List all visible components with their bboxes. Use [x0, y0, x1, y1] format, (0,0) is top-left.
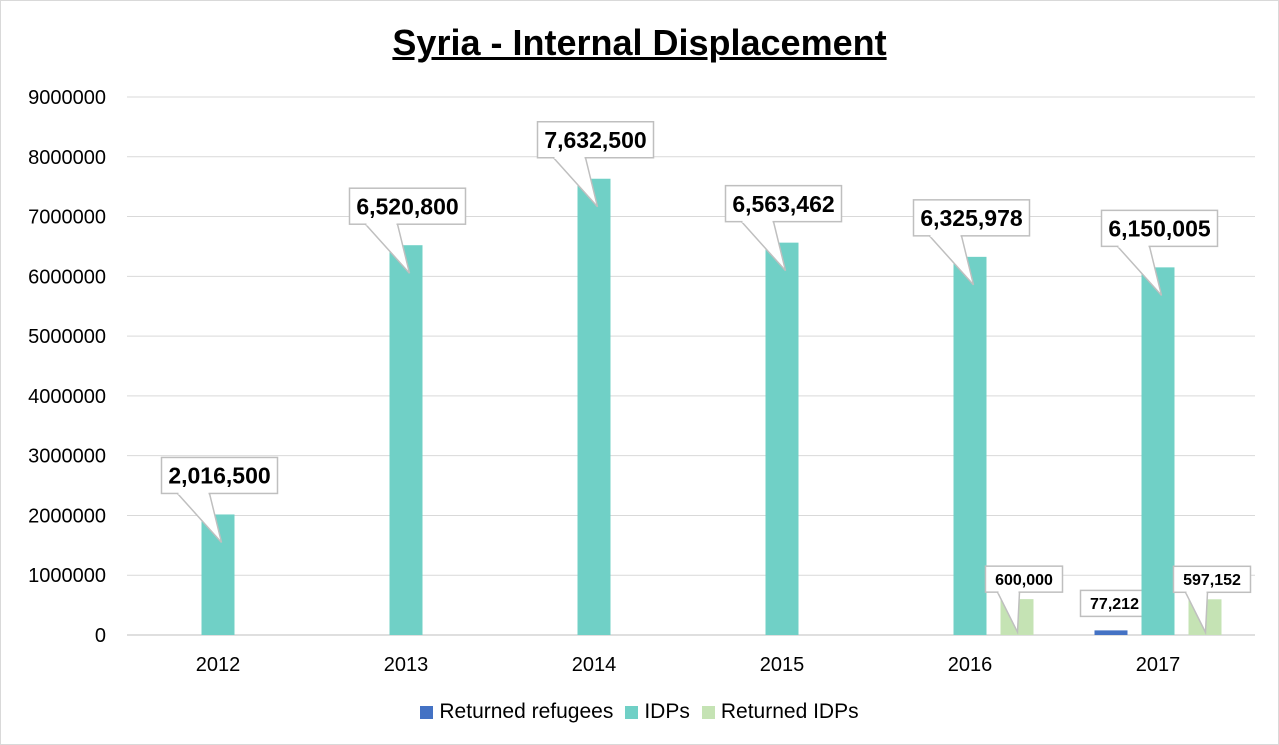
data-label: 6,520,800 [356, 193, 458, 219]
chart-legend: Returned refugees IDPs Returned IDPs [0, 700, 1279, 724]
data-label: 2,016,500 [168, 463, 270, 489]
data-label-box [536, 120, 655, 159]
y-tick-label: 0 [95, 625, 106, 647]
x-tick-label: 2017 [1136, 654, 1181, 676]
y-tick-label: 1000000 [28, 565, 106, 587]
x-tick-label: 2014 [572, 654, 617, 676]
bar [1141, 267, 1175, 635]
data-label: 6,563,462 [732, 191, 834, 217]
y-tick-label: 5000000 [28, 326, 106, 348]
legend-label: Returned IDPs [720, 700, 859, 723]
legend-swatch [420, 705, 434, 719]
data-label-box [724, 184, 843, 223]
data-label-pointer [551, 156, 599, 208]
data-label: 7,632,500 [544, 127, 646, 153]
legend-label: IDPs [644, 700, 690, 723]
data-label-box [160, 456, 279, 495]
data-label-box [912, 199, 1031, 237]
data-label-box [1100, 209, 1219, 248]
legend-swatch [625, 705, 639, 719]
y-tick-label: 2000000 [28, 505, 106, 527]
legend-item: Returned IDPs [701, 700, 859, 724]
data-label: 6,150,005 [1108, 216, 1211, 242]
bar [389, 245, 423, 636]
y-tick-label: 7000000 [28, 207, 106, 229]
bar [1094, 630, 1128, 635]
data-label: 6,325,978 [920, 205, 1023, 231]
bar [765, 242, 799, 636]
x-tick-label: 2015 [760, 654, 805, 676]
data-label-box [1172, 565, 1252, 594]
legend-item: IDPs [625, 700, 690, 724]
y-tick-label: 6000000 [28, 266, 106, 288]
chart-title: Syria - Internal Displacement [392, 22, 887, 63]
data-label-box [348, 187, 467, 225]
x-tick-label: 2012 [196, 654, 241, 676]
data-label-pointer [739, 220, 787, 272]
bar [577, 178, 611, 636]
data-label-pointer [363, 223, 411, 274]
y-tick-label: 4000000 [28, 386, 106, 408]
y-tick-label: 8000000 [28, 147, 106, 169]
legend-swatch [701, 705, 715, 719]
bar [953, 256, 987, 635]
y-tick-label: 3000000 [28, 446, 106, 468]
data-label: 597,152 [1183, 572, 1241, 589]
data-label-pointer [175, 492, 223, 543]
data-label-box [984, 565, 1064, 593]
data-label-pointer [927, 235, 975, 286]
x-tick-label: 2016 [948, 654, 993, 676]
legend-item: Returned refugees [420, 700, 613, 724]
legend-label: Returned refugees [439, 700, 614, 723]
data-label-pointer [1115, 245, 1163, 296]
x-tick-label: 2013 [384, 654, 429, 676]
data-label: 77,212 [1090, 596, 1139, 613]
y-tick-label: 9000000 [28, 87, 106, 109]
data-label: 600,000 [995, 572, 1053, 589]
